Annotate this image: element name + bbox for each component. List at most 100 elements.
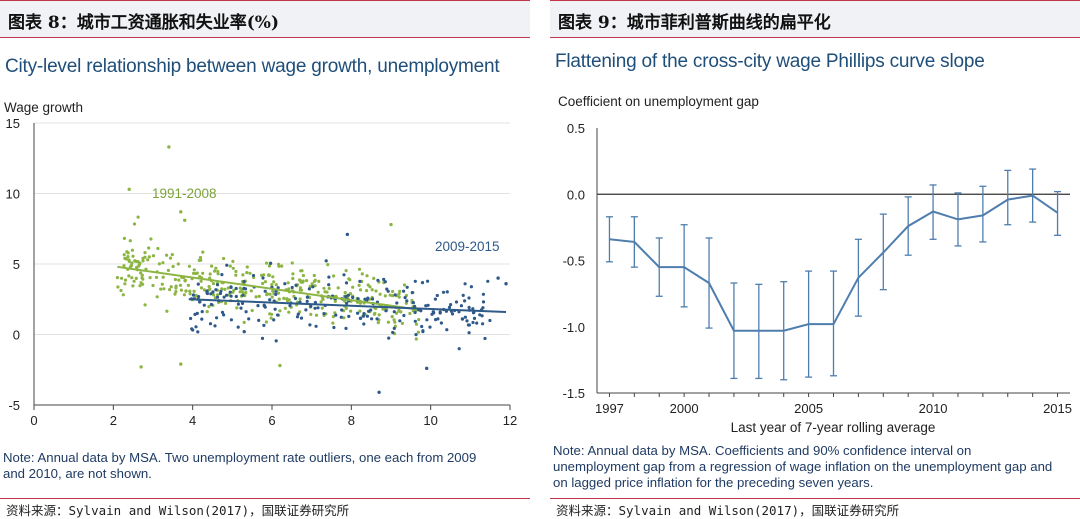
scatter-point <box>169 285 173 289</box>
scatter-point <box>467 305 471 310</box>
scatter-point <box>202 288 206 292</box>
scatter-point <box>428 325 432 329</box>
scatter-point <box>244 310 248 314</box>
scatter-point <box>183 218 187 222</box>
scatter-point <box>198 256 203 260</box>
scatter-point <box>123 256 127 260</box>
x-tick-label: 8 <box>348 413 355 427</box>
scatter-point <box>274 292 278 296</box>
scatter-point <box>131 284 135 288</box>
scatter-point <box>160 282 164 286</box>
scatter-point <box>276 286 280 290</box>
scatter-point <box>130 248 134 252</box>
scatter-point <box>283 306 287 310</box>
scatter-point <box>170 253 174 257</box>
y-tick-label: -0.5 <box>563 254 585 269</box>
scatter-point <box>260 336 265 340</box>
scatter-point <box>433 297 437 301</box>
scatter-point <box>213 324 217 328</box>
scatter-point <box>205 310 209 314</box>
scatter-point <box>276 291 281 295</box>
scatter-point <box>127 258 131 262</box>
x-tick-label: 2015 <box>1043 401 1072 416</box>
scatter-point <box>298 297 302 301</box>
scatter-point <box>291 272 295 276</box>
scatter-point <box>376 278 380 282</box>
scatter-point <box>469 285 473 289</box>
scatter-point <box>262 273 266 277</box>
scatter-point <box>308 323 312 327</box>
scatter-point <box>471 320 475 325</box>
scatter-point <box>273 307 277 311</box>
scatter-point <box>372 276 376 280</box>
scatter-point <box>215 316 219 320</box>
scatter-point <box>177 278 181 282</box>
scatter-point <box>434 318 438 322</box>
scatter-point <box>234 294 238 299</box>
scatter-point <box>132 279 136 283</box>
scatter-point <box>229 285 233 289</box>
scatter-point <box>173 292 177 296</box>
scatter-point <box>257 318 261 322</box>
figure-9-title: 图表 9：城市菲利普斯曲线的扁平化 <box>558 13 831 33</box>
scatter-point <box>441 290 446 294</box>
scatter-point <box>263 280 267 284</box>
scatter-point <box>263 305 267 309</box>
scatter-point <box>420 281 425 285</box>
scatter-point <box>358 279 362 283</box>
scatter-point <box>265 292 269 296</box>
scatter-point <box>231 290 235 294</box>
y-tick-label: 0 <box>13 328 20 343</box>
scatter-point <box>395 301 399 305</box>
scatter-point <box>256 304 260 308</box>
scatter-point <box>154 275 159 279</box>
scatter-point <box>126 251 130 255</box>
scatter-point <box>307 287 311 291</box>
scatter-point <box>268 312 272 316</box>
scatter-point <box>413 279 417 283</box>
scatter-point <box>416 330 420 334</box>
scatter-point <box>143 303 147 307</box>
scatter-point <box>123 278 128 282</box>
scatter-point <box>293 296 298 301</box>
scatter-point <box>136 215 140 219</box>
scatter-point <box>167 145 171 149</box>
x-tick-label: 6 <box>268 413 275 427</box>
chart-1-subtitle: City-level relationship between wage gro… <box>5 56 500 77</box>
scatter-point <box>324 259 328 263</box>
scatter-point <box>247 317 251 321</box>
legend-label: 1991-2008 <box>152 186 217 201</box>
x-tick-label: 0 <box>30 413 37 427</box>
scatter-point <box>445 290 449 294</box>
scatter-point <box>149 237 153 241</box>
scatter-point <box>402 313 406 318</box>
scatter-point <box>220 287 224 291</box>
scatter-point <box>334 313 338 317</box>
scatter-point <box>242 286 246 290</box>
scatter-point <box>216 293 220 297</box>
scatter-point <box>347 314 351 318</box>
scatter-point <box>459 304 463 308</box>
scatter-point <box>209 292 213 296</box>
scatter-point <box>146 258 150 262</box>
scatter-point <box>408 311 412 316</box>
scatter-point <box>299 316 304 320</box>
scatter-point <box>115 276 119 280</box>
y-tick-label: 0.5 <box>567 121 585 136</box>
scatter-point <box>241 293 245 297</box>
scatter-point <box>240 301 245 305</box>
scatter-point <box>242 320 246 324</box>
scatter-point <box>327 283 331 287</box>
scatter-point <box>214 266 218 270</box>
scatter-point <box>320 306 324 310</box>
x-tick-label: 12 <box>503 413 517 427</box>
scatter-point <box>231 266 235 270</box>
scatter-point <box>285 297 289 301</box>
scatter-point <box>483 336 487 341</box>
scatter-point <box>165 309 169 313</box>
scatter-point <box>179 362 183 366</box>
scatter-point <box>282 296 286 300</box>
scatter-point <box>226 286 230 290</box>
scatter-point <box>405 299 409 303</box>
scatter-point <box>287 298 291 302</box>
